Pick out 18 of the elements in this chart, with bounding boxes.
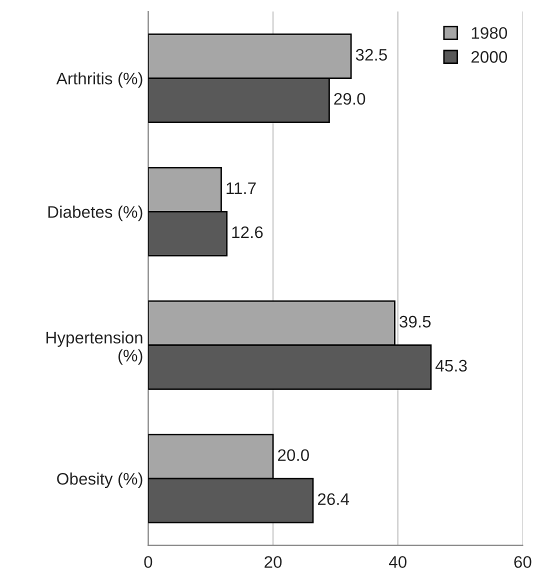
y-tick-label: Obesity (%) <box>57 472 142 488</box>
data-label: 32.5 <box>356 48 387 61</box>
data-label: 20.0 <box>278 449 309 462</box>
data-label: 45.3 <box>435 360 467 372</box>
legend-label: 1980 <box>472 27 508 39</box>
data-label: 29.0 <box>334 92 366 105</box>
data-label: 26.4 <box>318 493 350 506</box>
data-label: 39.5 <box>400 316 431 328</box>
data-label: 11.7 <box>226 182 256 194</box>
data-label: 12.6 <box>232 226 263 238</box>
y-tick-label: Diabetes (%) <box>48 206 142 222</box>
y-tick-label: Arthritis (%) <box>56 72 142 88</box>
x-tick-label: 60 <box>514 556 532 568</box>
y-tick-label: Hypertension (%) <box>46 331 142 365</box>
x-tick-label: 0 <box>144 556 152 568</box>
legend-label: 2000 <box>471 51 508 63</box>
x-tick-label: 20 <box>264 556 282 568</box>
x-tick-label: 40 <box>388 556 406 568</box>
